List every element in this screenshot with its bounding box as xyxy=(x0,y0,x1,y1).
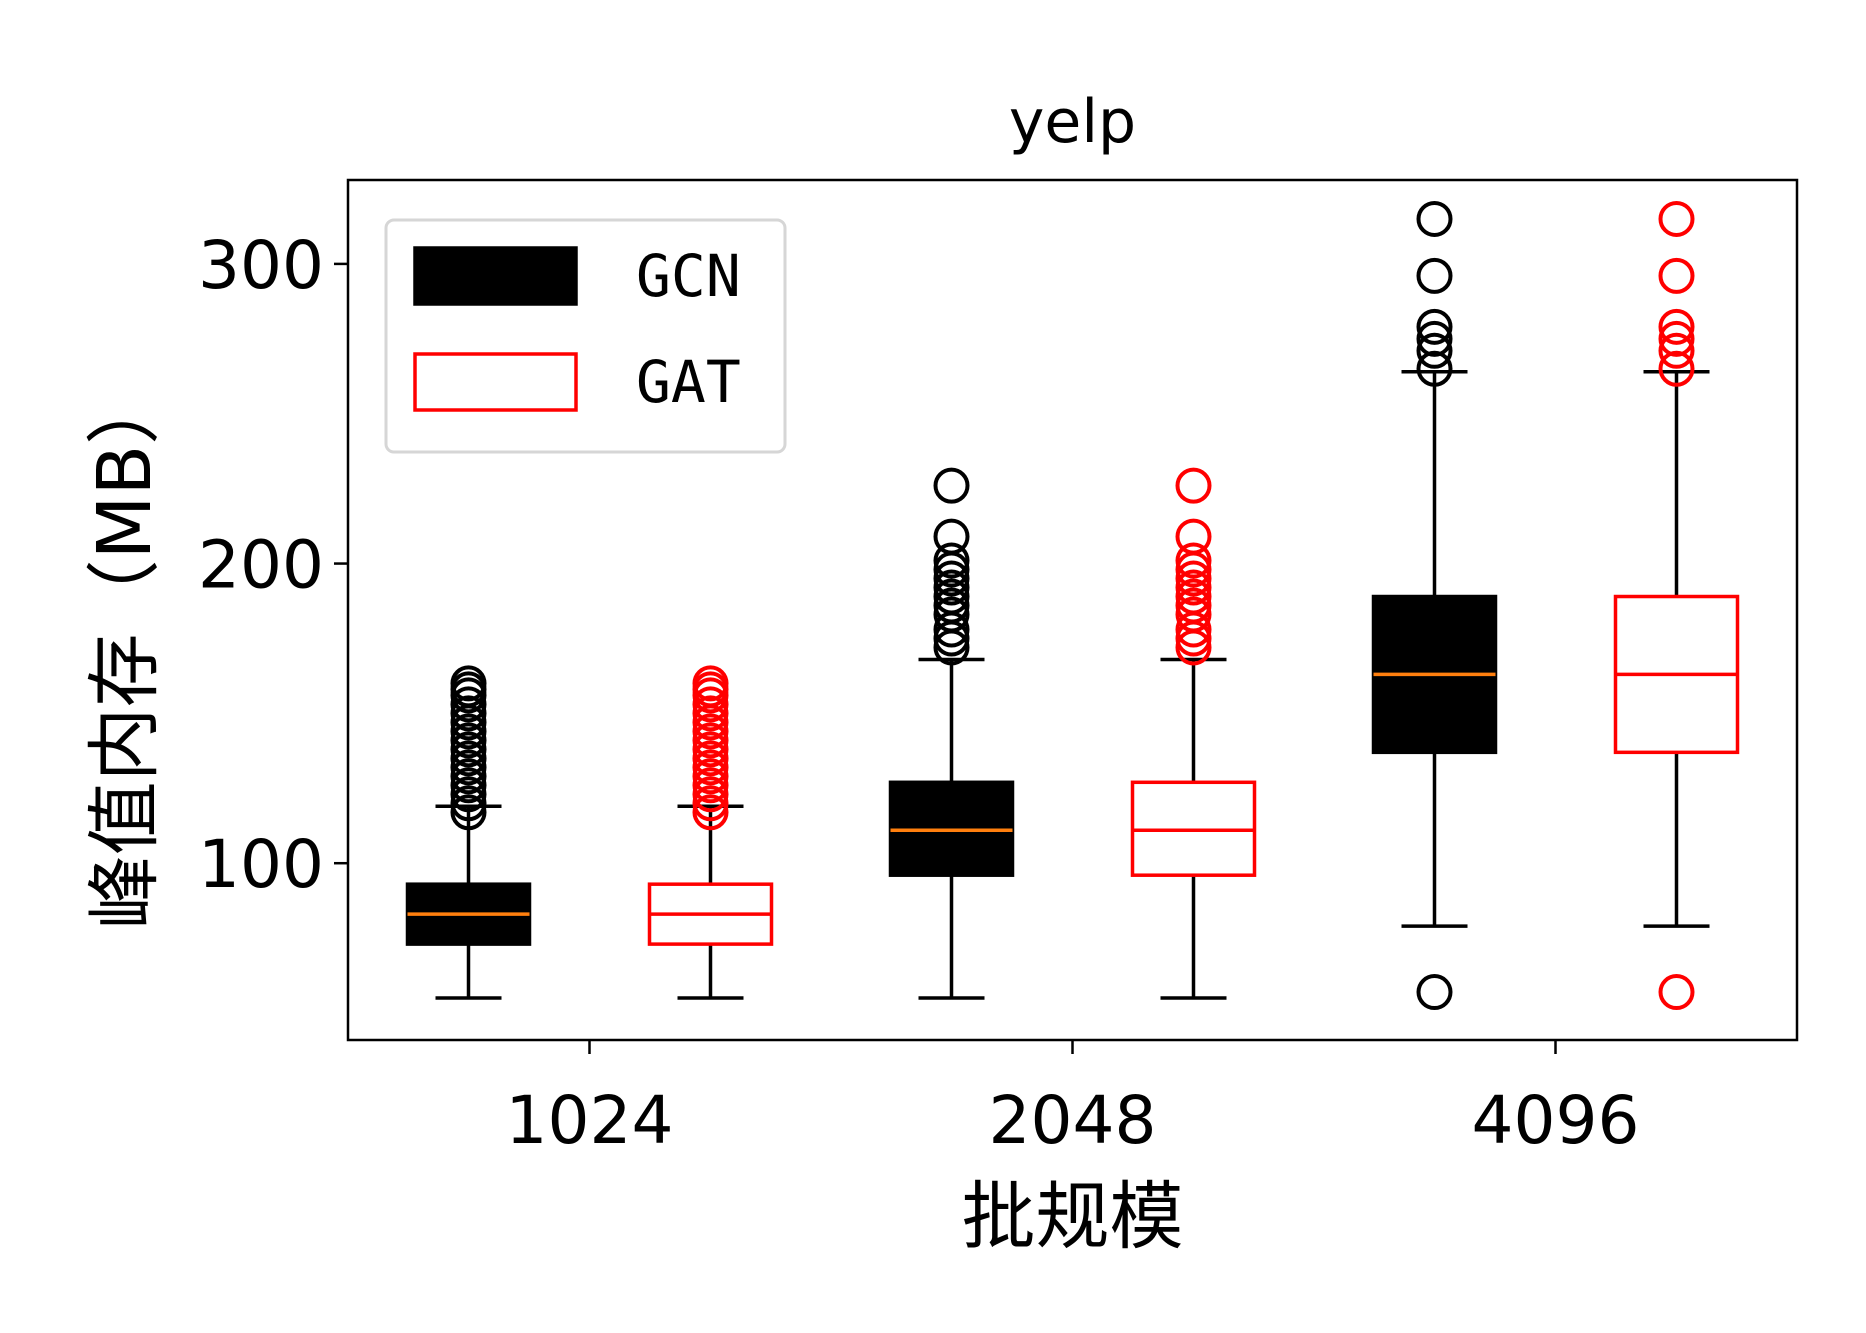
outlier-point xyxy=(692,749,729,786)
x-axis-label: 批规模 xyxy=(962,1174,1184,1260)
outlier-point xyxy=(692,713,729,750)
outlier-point xyxy=(692,785,729,822)
x-tick-label: 4096 xyxy=(1472,1082,1640,1159)
outlier-point xyxy=(692,776,729,813)
outlier-point xyxy=(692,695,729,732)
outlier-point xyxy=(1416,257,1453,294)
outlier-point xyxy=(1416,308,1453,345)
outlier-point xyxy=(450,749,487,786)
outlier-point xyxy=(933,467,970,504)
outlier-point xyxy=(1416,320,1453,357)
outlier-point xyxy=(1175,578,1212,615)
outlier-point xyxy=(1175,518,1212,555)
outlier-point xyxy=(1416,200,1453,237)
outlier-point xyxy=(450,758,487,795)
outlier-point xyxy=(692,686,729,723)
outlier-point xyxy=(692,794,729,831)
outlier-point xyxy=(1175,560,1212,597)
outlier-point xyxy=(450,785,487,822)
outlier-point xyxy=(450,731,487,768)
y-tick-label: 200 xyxy=(198,527,324,604)
legend-label-gat: GAT xyxy=(636,348,741,416)
legend-swatch-gcn xyxy=(413,246,578,306)
outlier-point xyxy=(1658,308,1695,345)
outlier-point xyxy=(692,665,729,702)
outlier-point xyxy=(450,776,487,813)
outlier-point xyxy=(450,722,487,759)
outlier-point xyxy=(1658,332,1695,369)
outlier-point xyxy=(933,560,970,597)
outlier-point xyxy=(933,578,970,615)
series-gat xyxy=(647,200,1740,1011)
chart-title: yelp xyxy=(1009,87,1136,157)
outlier-point xyxy=(1416,332,1453,369)
x-tick-label: 2048 xyxy=(989,1082,1157,1159)
series-gcn xyxy=(405,200,1498,1011)
outlier-point xyxy=(1658,200,1695,237)
outlier-point xyxy=(1416,350,1453,387)
outlier-point xyxy=(1175,596,1212,633)
outlier-point xyxy=(1658,320,1695,357)
y-tick-label: 300 xyxy=(198,227,324,304)
legend-swatch-gat xyxy=(413,352,578,412)
outlier-point xyxy=(1175,587,1212,624)
outlier-point xyxy=(450,740,487,777)
outlier-point xyxy=(933,542,970,579)
outlier-point xyxy=(933,569,970,606)
legend-label-gcn: GCN xyxy=(636,242,741,310)
outlier-point xyxy=(933,587,970,624)
y-axis-label: 峰值内存（MB） xyxy=(82,371,168,930)
outlier-point xyxy=(692,740,729,777)
outlier-point xyxy=(450,713,487,750)
outlier-point xyxy=(1175,467,1212,504)
outlier-point xyxy=(450,665,487,702)
outlier-point xyxy=(692,731,729,768)
outlier-point xyxy=(933,518,970,555)
outlier-point xyxy=(1175,542,1212,579)
outlier-point xyxy=(692,722,729,759)
outlier-point xyxy=(450,794,487,831)
plot-frame xyxy=(346,178,1799,1042)
outlier-point xyxy=(933,596,970,633)
legend: GCN GAT xyxy=(384,218,787,454)
outlier-point xyxy=(692,758,729,795)
outlier-point xyxy=(692,767,729,804)
outlier-point xyxy=(1658,350,1695,387)
outlier-point xyxy=(450,767,487,804)
y-tick-label: 100 xyxy=(198,826,324,903)
outlier-point xyxy=(450,695,487,732)
outlier-point xyxy=(450,686,487,723)
x-tick-label: 1024 xyxy=(506,1082,674,1159)
outlier-point xyxy=(1658,974,1695,1011)
outlier-point xyxy=(1175,569,1212,606)
plot-area: 100 200 300 1024 2048 4096 xyxy=(198,200,1740,1159)
outlier-point xyxy=(1658,257,1695,294)
outlier-point xyxy=(1416,974,1453,1011)
